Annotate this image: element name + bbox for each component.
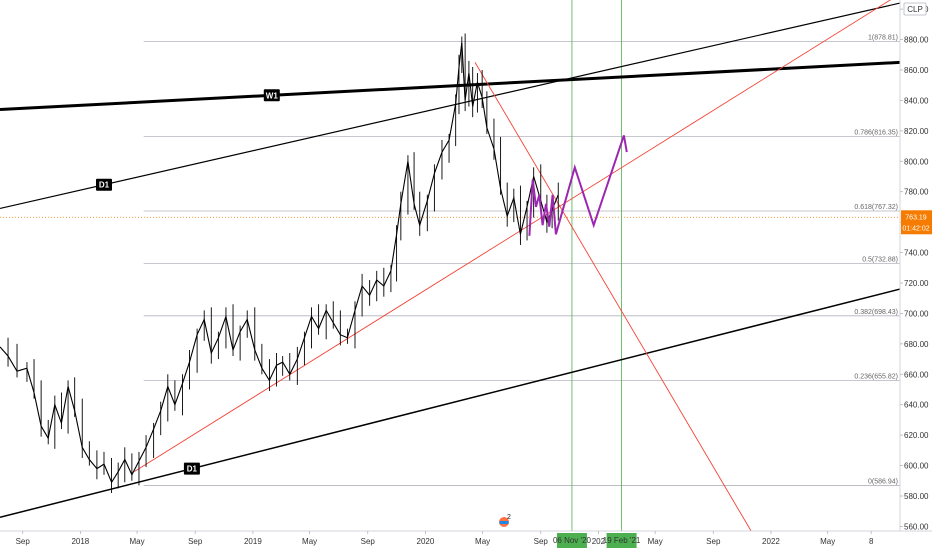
time-axis-label: May <box>475 537 490 546</box>
price-axis-label: 780.00 <box>904 188 929 197</box>
fib-level-label: 0.5(732.88) <box>862 256 898 263</box>
price-axis-label: 740.00 <box>904 249 929 258</box>
time-axis-label: Sep <box>534 537 549 546</box>
trendline-tag-label: D1 <box>99 181 110 190</box>
price-series <box>0 33 559 493</box>
price-axis-label: 820.00 <box>904 127 929 136</box>
fibonacci-retracement: 1(878.81) 0.786(816.35) 0.618(767.32) 0.5(7… <box>0 34 900 486</box>
trendline-tag-label: W1 <box>266 91 279 100</box>
time-axis-label: May <box>130 537 145 546</box>
price-axis-label: 640.00 <box>904 401 929 410</box>
time-axis-panel[interactable] <box>0 531 932 550</box>
fib-level-label: 0.618(767.32) <box>854 204 898 211</box>
trendline-tag <box>183 462 200 475</box>
trendline <box>0 288 901 519</box>
trendline-labels: W1 D1 D1 <box>95 89 280 475</box>
time-axis-label: Sep <box>706 537 721 546</box>
trendline-tag-label: D1 <box>187 465 198 474</box>
date-marker-label: 06 Nov '20 <box>553 536 592 545</box>
bar-countdown: 01:42:02 <box>902 225 929 232</box>
price-axis-label: 600.00 <box>904 462 929 471</box>
price-axis-label: 660.00 <box>904 370 929 379</box>
price-line <box>0 42 559 484</box>
trendline <box>474 62 752 532</box>
time-axis-label: 2022 <box>762 537 780 546</box>
earnings-badge[interactable]: 2 <box>498 514 512 528</box>
projection-path <box>528 135 628 236</box>
time-axis-label: May <box>820 537 835 546</box>
currency-box[interactable] <box>903 2 927 16</box>
fib-level-label: 0(586.94) <box>868 478 898 485</box>
last-price-tag: 763.19 01:42:02 <box>901 210 932 235</box>
time-axis-label: 2019 <box>244 537 262 546</box>
trendline <box>0 60 901 112</box>
fib-level-label: 1(878.81) <box>868 34 898 41</box>
trendlines <box>0 0 901 532</box>
last-price-value: 763.19 <box>905 214 927 221</box>
price-axis-label: 800.00 <box>904 157 929 166</box>
price-axis-label: 720.00 <box>904 279 929 288</box>
date-marker-labels: 06 Nov '20 19 Feb '21 <box>553 533 641 548</box>
earnings-flag-stripe <box>499 521 509 524</box>
price-axis-label: 620.00 <box>904 431 929 440</box>
price-axis-panel[interactable] <box>900 0 932 531</box>
fib-level-label: 0.382(698.43) <box>854 309 898 316</box>
date-marker-label: 19 Feb '21 <box>603 536 641 545</box>
price-axis-label: 680.00 <box>904 340 929 349</box>
earnings-count: 2 <box>507 514 511 521</box>
fib-level-label: 0.236(655.82) <box>854 374 898 381</box>
time-axis-label: 2020 <box>417 537 435 546</box>
last-price-tag-box <box>901 210 932 235</box>
currency-label: CLP <box>907 5 923 14</box>
projection-path-line <box>528 135 628 236</box>
date-marker-label-box <box>606 533 637 548</box>
fib-level-label: 0.786(816.35) <box>854 129 898 136</box>
time-axis-label: Sep <box>16 537 31 546</box>
date-marker-label-box <box>556 533 587 548</box>
time-axis-label: 202 <box>592 537 606 546</box>
time-axis-label: 2018 <box>71 537 89 546</box>
price-axis-label: 860.00 <box>904 66 929 75</box>
vertical-date-markers <box>571 0 622 531</box>
time-axis-label: May <box>648 537 663 546</box>
price-axis-label: 880.00 <box>904 36 929 45</box>
time-axis-label: Sep <box>188 537 203 546</box>
trendline-tag <box>263 89 280 102</box>
price-axis-label: 840.00 <box>904 96 929 105</box>
time-axis-ticks: Sep 2018 May Sep 2019 May Sep 2020 May Sep 202 May S… <box>16 531 874 546</box>
trendline <box>0 2 901 210</box>
trendline-tag <box>95 178 112 191</box>
trendline <box>134 0 892 473</box>
time-axis-label: Sep <box>361 537 376 546</box>
price-axis-label: 560.00 <box>904 522 929 531</box>
price-axis-label: 580.00 <box>904 492 929 501</box>
time-axis-label: 8 <box>869 537 874 546</box>
price-axis-label: 700.00 <box>904 309 929 318</box>
time-axis-label: May <box>302 537 317 546</box>
